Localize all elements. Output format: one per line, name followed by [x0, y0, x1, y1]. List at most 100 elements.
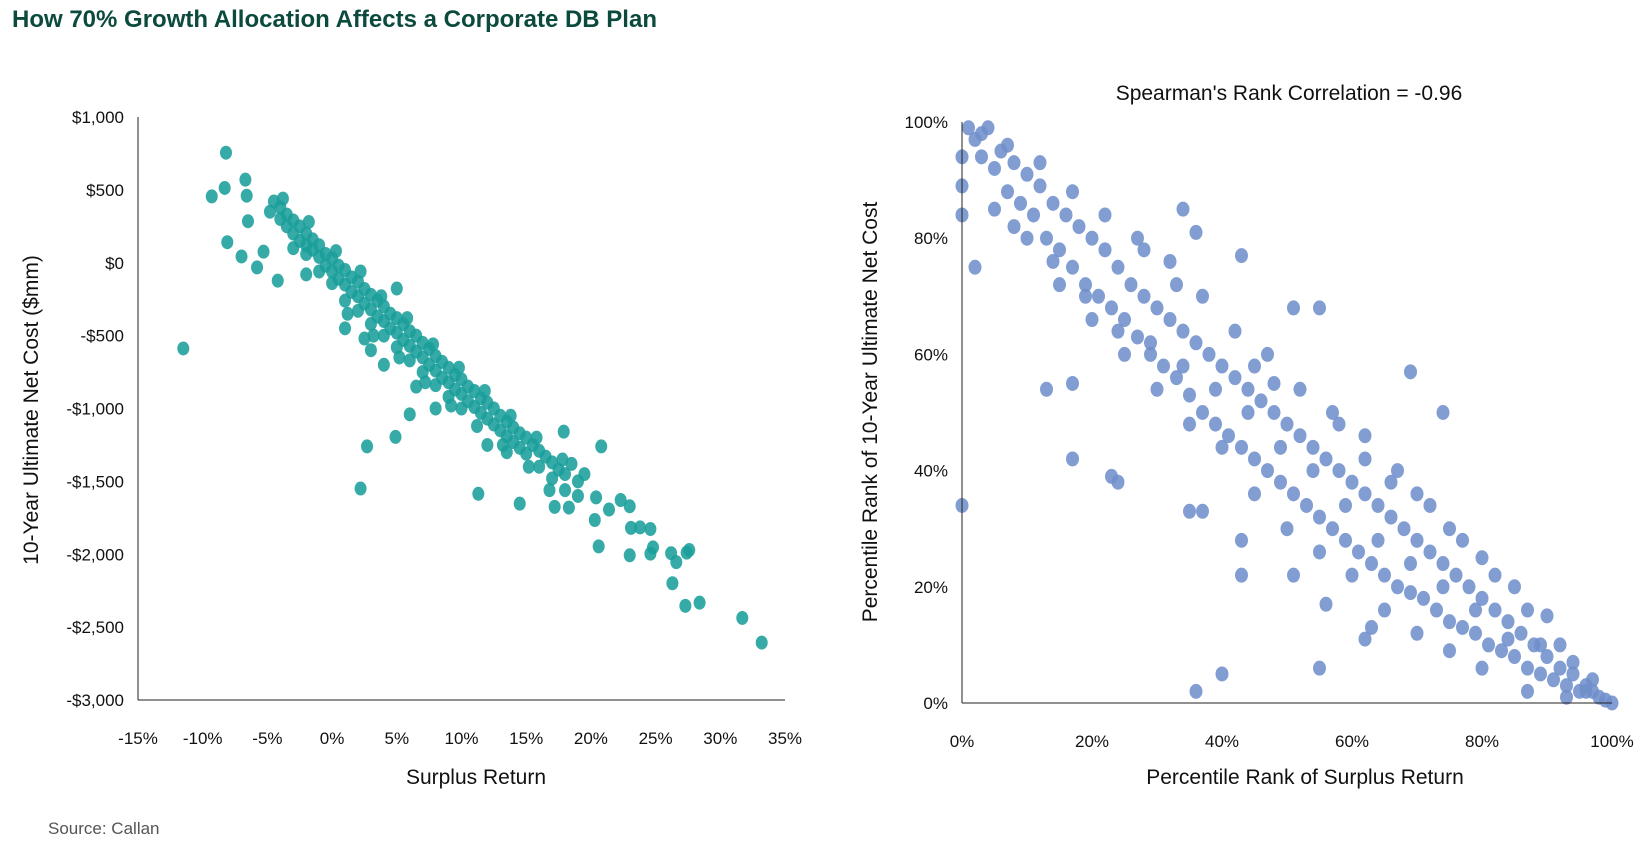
right-data-point	[1053, 277, 1066, 293]
left-data-point	[389, 429, 402, 444]
right-data-point	[1339, 532, 1352, 548]
right-data-point	[1430, 602, 1443, 618]
right-data-point	[1241, 405, 1255, 420]
right-data-point	[1319, 596, 1333, 612]
figure-title: How 70% Growth Allocation Affects a Corp…	[12, 6, 657, 33]
right-data-point	[1280, 416, 1294, 432]
right-data-point	[1235, 439, 1248, 455]
left-data-point	[276, 191, 289, 206]
left-data-point	[401, 311, 414, 326]
right-data-point	[1157, 358, 1170, 374]
right-data-point	[1072, 219, 1086, 235]
right-data-point	[1046, 195, 1060, 211]
left-data-point	[472, 486, 485, 501]
right-data-point	[1553, 637, 1567, 653]
right-data-point	[1443, 643, 1456, 659]
left-x-tick-label: -10%	[183, 729, 223, 748]
right-data-point	[1521, 660, 1534, 676]
right-data-point	[1475, 550, 1489, 566]
left-data-point	[240, 188, 253, 203]
right-data-point	[1248, 358, 1261, 374]
right-data-point	[1020, 166, 1034, 182]
right-data-point	[1209, 381, 1222, 397]
left-data-point	[513, 496, 526, 511]
left-data-point	[221, 235, 234, 250]
right-data-point	[1118, 346, 1131, 362]
left-data-point	[590, 490, 603, 505]
right-y-tick-label: 20%	[914, 578, 948, 597]
left-scatter-points	[177, 145, 768, 650]
left-data-point	[361, 439, 374, 454]
right-data-point	[1436, 405, 1450, 420]
right-data-point	[1105, 300, 1118, 316]
left-data-point	[683, 543, 696, 558]
left-data-point	[354, 481, 367, 496]
left-data-point	[478, 384, 491, 399]
left-data-point	[736, 610, 749, 625]
right-data-point	[1092, 288, 1105, 304]
right-data-point	[1202, 346, 1216, 362]
right-data-point	[1033, 178, 1047, 194]
left-data-point	[548, 499, 561, 514]
left-data-point	[496, 437, 509, 452]
right-y-tick-label: 60%	[914, 345, 948, 364]
right-data-point	[1144, 346, 1157, 362]
right-data-point	[1358, 486, 1372, 502]
right-data-point	[1176, 201, 1190, 217]
left-y-tick-label: -$500	[81, 327, 124, 346]
right-data-point	[1137, 242, 1151, 258]
right-data-point	[1235, 532, 1248, 548]
right-data-point	[975, 126, 988, 142]
right-data-point	[1267, 375, 1281, 391]
right-data-point	[1488, 567, 1502, 583]
right-data-point	[1365, 556, 1378, 572]
right-data-point	[1066, 184, 1079, 200]
right-data-point	[1196, 503, 1209, 519]
right-data-point	[1007, 155, 1021, 171]
right-x-tick-label: 60%	[1335, 732, 1369, 751]
right-data-point	[1475, 590, 1489, 606]
left-x-tick-label: 30%	[703, 729, 737, 748]
right-data-point	[1540, 649, 1554, 665]
right-data-point	[1228, 370, 1242, 386]
left-data-point	[263, 204, 276, 219]
right-data-point	[1079, 288, 1092, 304]
right-data-point	[1319, 451, 1333, 467]
left-data-point	[670, 555, 683, 570]
right-data-point	[1053, 242, 1066, 258]
right-data-point	[1098, 242, 1112, 258]
right-data-point	[1410, 625, 1424, 641]
right-data-point	[1547, 672, 1560, 688]
left-data-point	[693, 595, 706, 610]
right-data-point	[988, 160, 1001, 176]
left-data-point	[329, 244, 342, 259]
right-data-point	[1560, 678, 1573, 694]
right-data-point	[1417, 590, 1430, 606]
left-x-tick-label: 35%	[768, 729, 802, 748]
left-tick-labels: -15% -10% -5% 0% 5% 10% 15% 20% 25% 30% 35% $1,000 $…	[66, 108, 802, 748]
right-data-point	[1085, 312, 1099, 328]
left-data-point	[429, 401, 442, 416]
left-y-tick-label: -$2,500	[66, 618, 124, 637]
right-data-point	[1423, 497, 1437, 513]
right-data-point	[1469, 625, 1482, 641]
right-data-point	[1443, 521, 1456, 537]
left-data-point	[218, 180, 231, 195]
left-data-point	[390, 281, 403, 296]
left-data-point	[595, 439, 608, 454]
right-data-point	[1404, 585, 1417, 601]
left-data-point	[419, 375, 432, 390]
left-data-point	[603, 502, 616, 517]
right-data-point	[1248, 451, 1261, 467]
right-data-point	[1163, 253, 1177, 269]
right-data-point	[1059, 207, 1073, 223]
right-data-point	[1079, 277, 1092, 293]
right-data-point	[1014, 195, 1027, 211]
left-data-point	[403, 407, 416, 422]
left-data-point	[543, 483, 556, 498]
right-data-point	[1501, 614, 1515, 630]
right-data-point	[1488, 602, 1502, 618]
left-y-tick-label: $500	[86, 181, 124, 200]
right-data-point	[1085, 230, 1099, 246]
right-data-point	[1560, 689, 1573, 705]
